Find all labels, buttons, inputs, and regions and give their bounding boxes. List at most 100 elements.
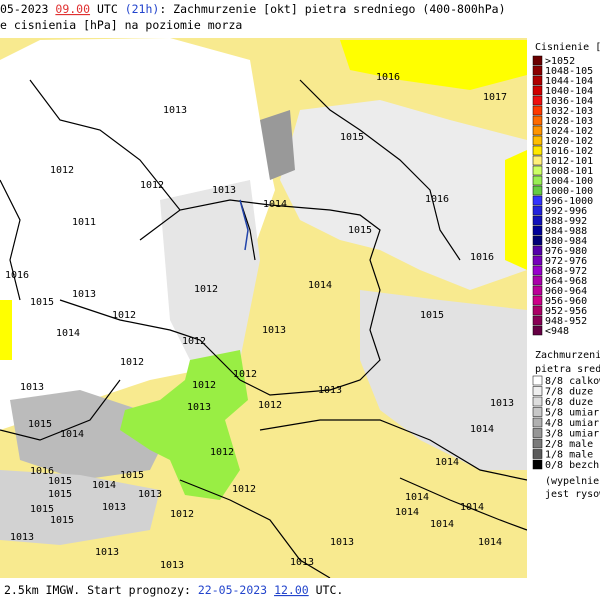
footer-bg <box>0 578 600 600</box>
utc: UTC <box>97 2 118 16</box>
isobar-label: 1014 <box>470 424 494 435</box>
legend-swatch <box>532 459 543 470</box>
legend-swatch <box>532 85 543 96</box>
isobar-labels: 1016 1017 1013 1015 1012 1012 1013 1014 1016 1011… <box>5 72 514 571</box>
river <box>239 199 249 251</box>
legend-label: 1012-101 <box>545 156 593 167</box>
isobar-label: 1013 <box>212 185 236 196</box>
header-bg <box>0 0 527 38</box>
legend-swatch <box>532 255 543 266</box>
isobar-label: 1013 <box>20 382 44 393</box>
isobar-label: 1014 <box>92 480 116 491</box>
legend-label: 7/8 duze <box>545 387 593 398</box>
legend-swatch <box>532 175 543 186</box>
isobar-label: 1013 <box>138 489 162 500</box>
isobar-label: 1013 <box>95 547 119 558</box>
legend-swatch <box>532 135 543 146</box>
legend-label: 952-956 <box>545 306 587 317</box>
start-time: 12.00 <box>274 583 309 597</box>
pressure-legend: >10521048-1051044-1041040-1041036-104103… <box>532 55 593 337</box>
legend-label: 1040-104 <box>545 86 593 97</box>
lead: (21h) <box>125 2 160 16</box>
isobar-label: 1012 <box>192 380 216 391</box>
footer: 2.5km IMGW. Start prognozy: 22-05-2023 1… <box>4 583 343 597</box>
isobar-label: 1012 <box>232 484 256 495</box>
legend-label: 996-1000 <box>545 196 593 207</box>
time: 09.00 <box>55 2 90 16</box>
legend-swatch <box>532 438 543 449</box>
cloud-area <box>0 470 160 545</box>
isobar-label: 1014 <box>60 429 84 440</box>
isobar-label: 1012 <box>170 509 194 520</box>
legend-swatch <box>532 125 543 136</box>
cloud-area <box>360 290 527 470</box>
legend-swatch <box>532 417 543 428</box>
legend-label: 1024-102 <box>545 126 593 137</box>
legend-label: 3/8 umiar <box>545 429 599 440</box>
legend-swatch <box>532 75 543 86</box>
cloud-area <box>260 110 295 180</box>
legend-swatch <box>532 65 543 76</box>
legend-label: 960-964 <box>545 286 587 297</box>
isobar-label: 1015 <box>28 419 52 430</box>
legend-swatch <box>532 55 543 66</box>
legend-label: 1008-101 <box>545 166 593 177</box>
legend-swatch <box>532 265 543 276</box>
legend-swatch <box>532 386 543 396</box>
isobar-label: 1013 <box>290 557 314 568</box>
utc: UTC. <box>316 583 344 597</box>
pressure-area <box>340 40 527 90</box>
legend-label: 976-980 <box>545 246 587 257</box>
source: 2.5km IMGW. Start prognozy: <box>4 583 191 597</box>
isobar-label: 1013 <box>163 105 187 116</box>
legend-label: 4/8 umiar <box>545 418 599 429</box>
isobar-label: 1015 <box>48 489 72 500</box>
isobar-label: 1014 <box>263 199 287 210</box>
isobar-label: 1012 <box>112 310 136 321</box>
isobar-label: 1013 <box>10 532 34 543</box>
isobar-label: 1016 <box>5 270 29 281</box>
legend-label: 1032-103 <box>545 106 593 117</box>
isobar-label: 1015 <box>348 225 372 236</box>
isobar-label: 1013 <box>330 537 354 548</box>
legend-label: 980-984 <box>545 236 587 247</box>
isobar-label: 1013 <box>102 502 126 513</box>
isobar-label: 1015 <box>30 504 54 515</box>
isobar-label: 1014 <box>460 502 484 513</box>
legend-swatch <box>532 105 543 116</box>
legend-label: >1052 <box>545 56 575 67</box>
header-line1: 05-2023 09.00 UTC (21h): Zachmurzenie [o… <box>0 2 506 16</box>
date: 05-2023 <box>0 2 49 16</box>
isobar-label: 1015 <box>50 515 74 526</box>
isobar-label: 1012 <box>233 369 257 380</box>
isobar-label: 1016 <box>425 194 449 205</box>
legend-title: Zachmurzenie <box>535 350 600 361</box>
legend-note: jest rysowe <box>545 489 600 500</box>
legend-swatch <box>532 245 543 256</box>
legend-label: 1016-102 <box>545 146 593 157</box>
legend-swatch <box>532 195 543 206</box>
legend-label: 992-996 <box>545 206 587 217</box>
legend-label: 984-988 <box>545 226 587 237</box>
legend-swatch <box>532 205 543 216</box>
isobar-label: 1014 <box>478 537 502 548</box>
isobar-label: 1017 <box>483 92 507 103</box>
legend-swatch <box>532 396 543 407</box>
legend-label: 964-968 <box>545 276 587 287</box>
isobar-label: 1014 <box>308 280 332 291</box>
legend-swatch <box>532 295 543 306</box>
legend-subtitle: pietra srednie <box>535 364 600 375</box>
legend-swatch <box>532 95 543 106</box>
legend-swatch <box>532 325 543 336</box>
isobar-label: 1015 <box>48 476 72 487</box>
isobar-label: 1013 <box>262 325 286 336</box>
legend-label: 1036-104 <box>545 96 593 107</box>
legend-swatch <box>532 285 543 296</box>
legend-swatch <box>532 315 543 326</box>
legend-label: 6/8 duze <box>545 397 593 408</box>
legend-label: 1044-104 <box>545 76 593 87</box>
legend-label: 972-976 <box>545 256 587 267</box>
pressure-area <box>0 300 12 360</box>
isobar-label: 1015 <box>420 310 444 321</box>
